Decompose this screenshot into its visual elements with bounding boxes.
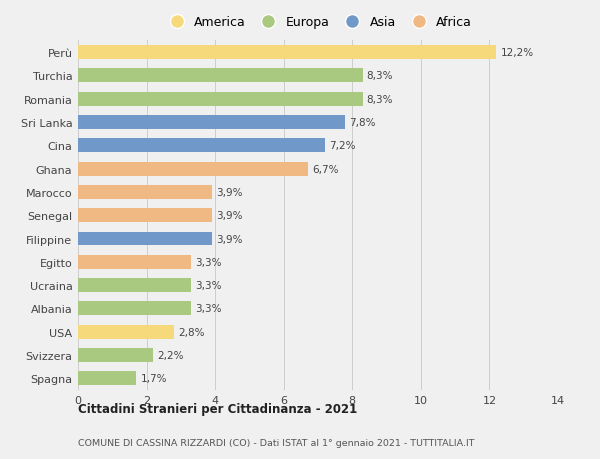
Text: 12,2%: 12,2% [500, 48, 533, 58]
Text: 7,2%: 7,2% [329, 141, 355, 151]
Text: 6,7%: 6,7% [312, 164, 338, 174]
Text: 1,7%: 1,7% [140, 374, 167, 384]
Bar [78, 116, 346, 130]
Bar [78, 185, 212, 200]
Bar [78, 232, 212, 246]
Bar [78, 139, 325, 153]
Text: 8,3%: 8,3% [367, 71, 393, 81]
Text: 2,8%: 2,8% [178, 327, 205, 337]
Bar [78, 69, 362, 83]
Text: 2,2%: 2,2% [158, 350, 184, 360]
Text: 3,3%: 3,3% [195, 280, 222, 291]
Text: COMUNE DI CASSINA RIZZARDI (CO) - Dati ISTAT al 1° gennaio 2021 - TUTTITALIA.IT: COMUNE DI CASSINA RIZZARDI (CO) - Dati I… [78, 438, 475, 448]
Text: Cittadini Stranieri per Cittadinanza - 2021: Cittadini Stranieri per Cittadinanza - 2… [78, 403, 357, 415]
Bar [78, 92, 362, 106]
Text: 7,8%: 7,8% [350, 118, 376, 128]
Text: 8,3%: 8,3% [367, 95, 393, 105]
Bar [78, 162, 308, 176]
Legend: America, Europa, Asia, Africa: America, Europa, Asia, Africa [161, 14, 475, 32]
Bar [78, 348, 154, 362]
Bar [78, 325, 174, 339]
Text: 3,9%: 3,9% [216, 187, 242, 197]
Text: 3,3%: 3,3% [195, 304, 222, 314]
Text: 3,9%: 3,9% [216, 211, 242, 221]
Bar [78, 46, 496, 60]
Text: 3,9%: 3,9% [216, 234, 242, 244]
Bar [78, 302, 191, 316]
Bar [78, 279, 191, 292]
Bar [78, 255, 191, 269]
Text: 3,3%: 3,3% [195, 257, 222, 267]
Bar [78, 209, 212, 223]
Bar [78, 371, 136, 386]
